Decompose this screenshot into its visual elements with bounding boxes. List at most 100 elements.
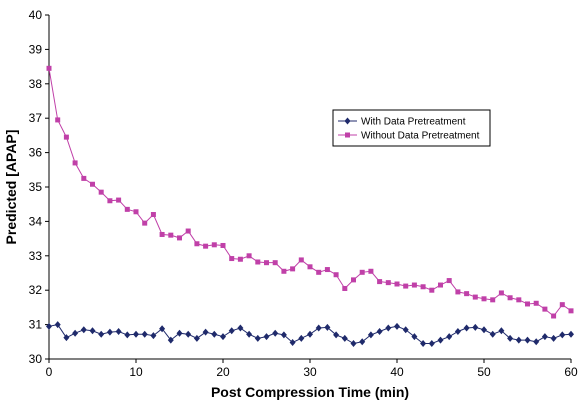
data-point (359, 338, 366, 346)
data-point (263, 333, 270, 341)
y-tick-label: 33 (29, 249, 43, 263)
data-point (464, 291, 470, 297)
data-point (246, 330, 253, 338)
data-point (542, 306, 548, 312)
data-point (168, 232, 174, 238)
x-tick-label: 40 (390, 365, 404, 379)
data-point (525, 301, 530, 307)
data-point (229, 256, 235, 262)
data-point (203, 243, 209, 249)
data-point (72, 160, 78, 166)
data-point (167, 336, 174, 344)
data-point (246, 253, 252, 259)
data-point (437, 336, 444, 344)
data-point (533, 338, 540, 346)
x-axis-title: Post Compression Time (min) (211, 384, 409, 400)
data-point (193, 334, 200, 342)
x-tick-label: 30 (303, 365, 317, 379)
data-point (429, 287, 435, 293)
y-tick-label: 34 (29, 214, 43, 228)
data-point (185, 228, 191, 234)
data-point (550, 334, 557, 342)
data-point (46, 65, 52, 71)
data-point (376, 327, 383, 335)
data-point (385, 324, 392, 332)
data-point (290, 266, 296, 272)
data-point (568, 308, 574, 314)
data-point (289, 338, 296, 346)
x-tick-label: 10 (129, 365, 143, 379)
data-point (272, 260, 278, 266)
data-point (438, 282, 443, 288)
data-point (55, 117, 61, 123)
data-point (341, 334, 348, 342)
data-point (559, 331, 566, 339)
data-point (211, 330, 218, 338)
data-point (228, 327, 235, 335)
data-point (150, 332, 157, 340)
data-point (237, 324, 244, 332)
data-point (89, 327, 96, 335)
legend-box (332, 109, 491, 147)
data-point (194, 241, 200, 247)
data-point (394, 322, 400, 330)
data-point (481, 296, 487, 302)
x-tick-label: 0 (46, 365, 53, 379)
data-point (124, 206, 130, 212)
data-point (359, 269, 365, 275)
data-point (559, 302, 565, 308)
data-point (367, 331, 374, 339)
legend-label: Without Data Pretreatment (361, 131, 480, 142)
data-point (54, 321, 61, 329)
data-point (333, 272, 339, 278)
data-point (116, 197, 122, 203)
data-point (533, 300, 539, 306)
y-tick-label: 35 (29, 180, 43, 194)
data-point (490, 297, 496, 303)
data-point (428, 340, 435, 348)
data-point (150, 212, 156, 218)
data-point (254, 334, 261, 342)
axes: 30 31 32 33 34 35 36 37 38 39 40 0 10 20 30 40 50 60 (29, 8, 578, 379)
data-point (498, 327, 505, 335)
data-point (185, 330, 192, 338)
data-point (115, 327, 122, 335)
y-tick-label: 38 (29, 77, 43, 91)
y-tick-label: 36 (29, 146, 43, 160)
data-point (420, 284, 426, 290)
data-point (298, 334, 305, 342)
data-point (411, 282, 417, 288)
data-point (324, 323, 331, 331)
data-point (446, 278, 452, 284)
data-point (377, 279, 383, 285)
y-tick-label: 32 (29, 283, 43, 297)
data-point (481, 326, 487, 334)
data-point (46, 322, 52, 330)
data-point (420, 340, 427, 348)
data-point (402, 326, 409, 334)
data-point (220, 242, 226, 248)
y-tick-label: 40 (29, 8, 43, 22)
x-tick-label: 20 (216, 365, 230, 379)
y-axis-title: Predicted [APAP] (3, 130, 19, 245)
data-point (541, 333, 548, 341)
data-point (211, 242, 217, 248)
series-1 (46, 65, 574, 319)
data-point (176, 329, 183, 337)
data-point (272, 329, 279, 337)
data-point (159, 325, 166, 333)
data-point (72, 329, 79, 337)
data-point (81, 175, 87, 181)
data-point (446, 333, 453, 341)
legend-marker (345, 132, 350, 138)
data-point (80, 326, 87, 334)
legend-label: With Data Pretreatment (361, 117, 466, 128)
data-point (142, 220, 148, 226)
data-point (315, 324, 322, 332)
data-point (280, 331, 287, 339)
data-point (63, 134, 69, 140)
data-point (133, 330, 139, 338)
y-tick-label: 30 (29, 352, 43, 366)
